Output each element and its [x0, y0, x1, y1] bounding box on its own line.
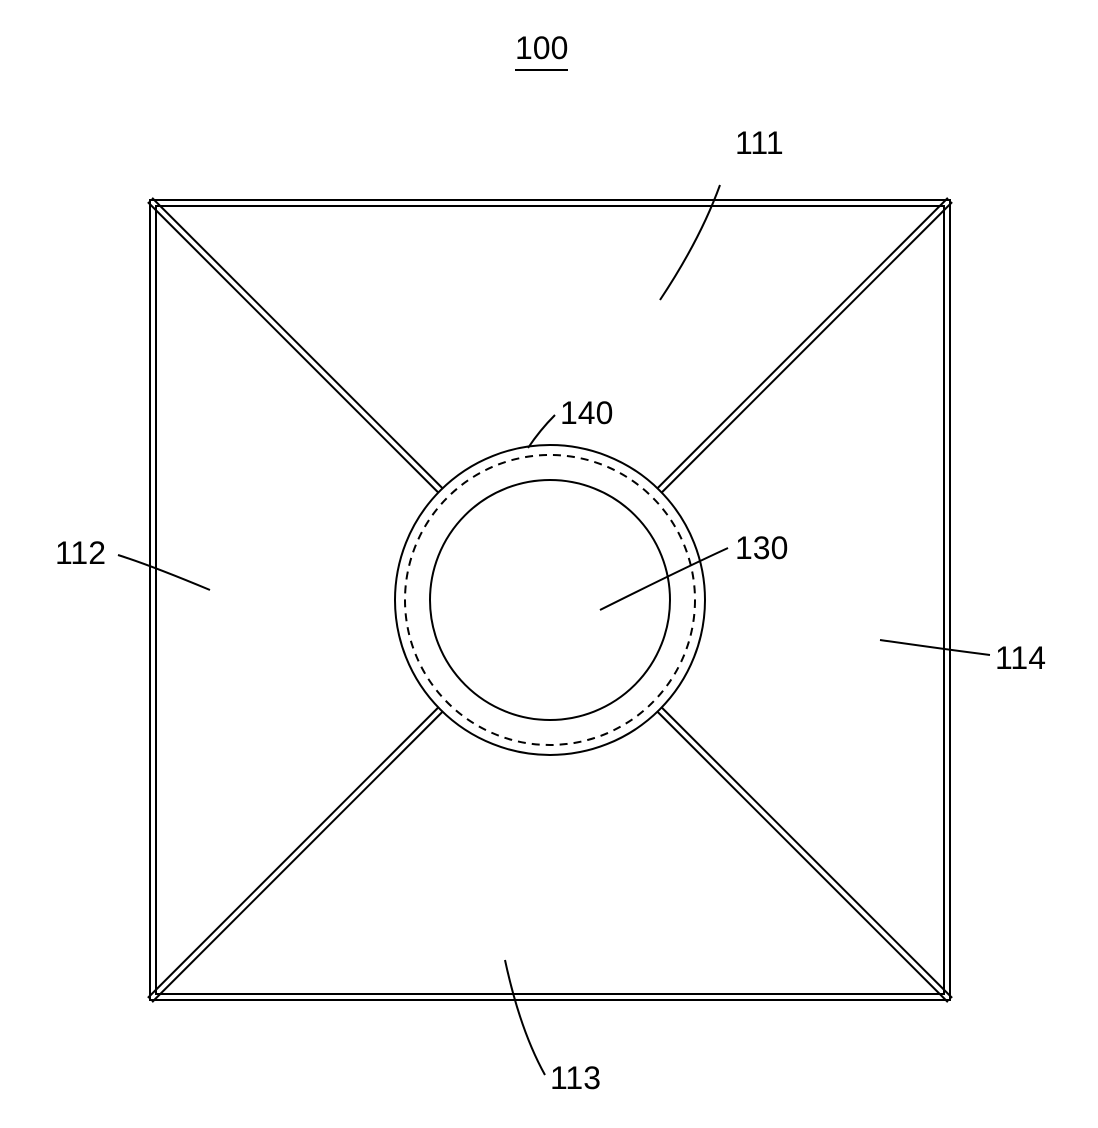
label-130: 130	[735, 530, 788, 567]
technical-drawing	[0, 0, 1098, 1128]
label-113: 113	[550, 1060, 601, 1097]
label-140: 140	[560, 395, 613, 432]
label-112: 112	[55, 535, 106, 572]
label-114: 114	[995, 640, 1046, 677]
label-111: 111	[735, 125, 784, 162]
figure-title: 100	[515, 30, 568, 71]
